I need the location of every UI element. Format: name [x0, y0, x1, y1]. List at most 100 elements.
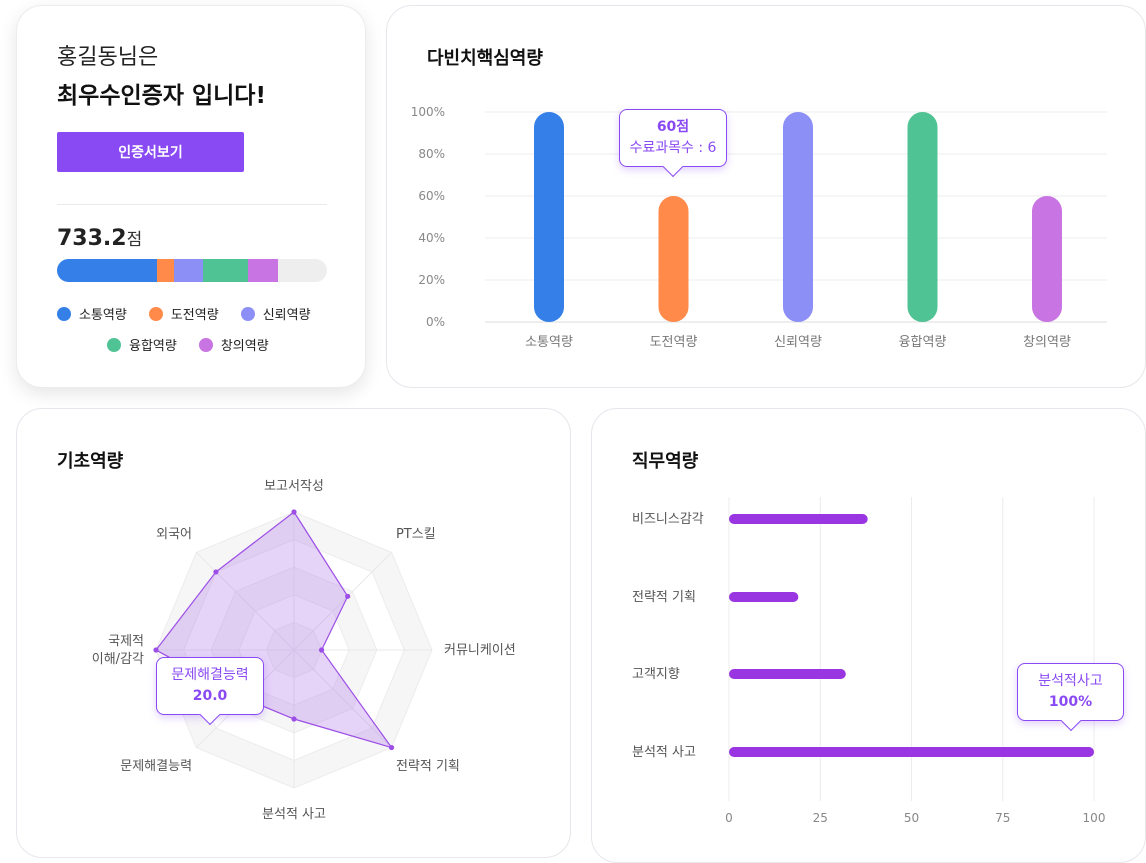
x-tick-label: 도전역량	[650, 335, 698, 350]
y-tick-label: 20%	[418, 273, 445, 287]
radar-axis-label: PT스킬	[396, 527, 436, 542]
legend-dot	[240, 306, 255, 321]
legend-dot	[198, 337, 213, 352]
bar-창의역량	[1032, 196, 1062, 322]
legend-label: 도전역량	[170, 308, 219, 323]
core-chart-tooltip: 60점 수료과목수 : 6	[619, 109, 727, 167]
divider	[57, 204, 327, 205]
x-tick-label: 소통역량	[525, 335, 573, 350]
tooltip-percent: 100%	[1048, 694, 1093, 710]
legend-row: 소통역량 도전역량 신뢰역량	[57, 304, 337, 323]
bar-도전역량	[658, 196, 689, 322]
radar-axis-label-line: 커뮤니케이션	[444, 643, 516, 658]
y-tick-label: 0%	[426, 315, 445, 329]
radar-axis-label: 문제해결능력	[120, 759, 192, 774]
x-tick-label: 100	[1083, 811, 1106, 825]
x-tick-label: 신뢰역량	[774, 335, 822, 350]
profile-card: 홍길동님은 최우수인증자 입니다! 인증서보기 733.2점 소통역량 도전역량 신…	[16, 5, 366, 388]
score-segment-0	[57, 259, 157, 282]
tooltip-score: 60점	[656, 119, 690, 135]
radar-point	[213, 569, 219, 575]
basic-competency-title: 기초역량	[57, 451, 124, 472]
legend-row: 융합역량 창의역량	[57, 335, 337, 354]
x-tick-label: 25	[813, 811, 828, 825]
radar-axis-label-line: 분석적 사고	[262, 807, 326, 822]
score-unit: 점	[126, 230, 143, 250]
bar-고객지향	[729, 669, 846, 679]
score-segment-4	[247, 259, 278, 282]
y-category-label: 고객지향	[632, 667, 680, 682]
radar-point	[291, 716, 297, 722]
radar-point	[153, 647, 159, 653]
job-competency-title: 직무역량	[632, 451, 699, 472]
radar-axis-label: 외국어	[156, 527, 192, 542]
legend-dot	[57, 306, 71, 321]
radar-axis-label-line: 보고서작성	[264, 479, 324, 494]
radar-point	[388, 744, 395, 751]
core-competency-card: 다빈치핵심역량 0% 20% 40% 60% 80% 100% 소통역량 도전역량 신뢰역량 융합…	[386, 5, 1146, 388]
score-segment-2	[173, 259, 203, 282]
bar-융합역량	[907, 112, 938, 322]
bar-소통역량	[534, 112, 564, 322]
score-segment-1	[156, 259, 174, 282]
radar-axis-label: 전략적 기획	[396, 759, 460, 774]
radar-axis-label-line: 외국어	[156, 527, 192, 542]
radar-axis	[293, 552, 392, 651]
tooltip-course-count: 수료과목수 : 6	[629, 140, 717, 156]
job-chart-tooltip: 분석적사고 100%	[1017, 663, 1124, 721]
bar-전략적 기획	[729, 592, 799, 602]
legend-item: 신뢰역량	[240, 304, 311, 323]
radar-axis-label-line: PT스킬	[396, 527, 436, 542]
legend-item: 소통역량	[57, 304, 127, 323]
legend-label: 창의역량	[220, 339, 269, 354]
y-tick-label: 40%	[418, 231, 445, 245]
radar-chart-tooltip: 문제해결능력 20.0	[156, 657, 264, 715]
tooltip-value: 20.0	[192, 688, 228, 704]
x-tick-label: 50	[904, 811, 919, 825]
radar-axis	[196, 552, 295, 651]
legend-label: 소통역량	[79, 308, 127, 323]
legend-label: 융합역량	[129, 339, 177, 354]
radar-axis-label: 보고서작성	[264, 479, 324, 494]
y-tick-label: 60%	[418, 189, 445, 203]
score-stacked-bar	[57, 259, 327, 282]
y-category-label: 전략적 기획	[632, 590, 696, 605]
y-tick-label: 80%	[418, 147, 445, 161]
radar-point	[291, 509, 297, 515]
legend-item: 도전역량	[148, 304, 219, 323]
greeting-text: 홍길동님은	[57, 45, 159, 70]
radar-point	[319, 647, 325, 653]
view-certificate-button[interactable]: 인증서보기	[57, 132, 244, 172]
legend-dot	[148, 306, 163, 321]
radar-axis-label-line: 국제적	[108, 634, 144, 649]
x-tick-label: 융합역량	[899, 335, 947, 350]
radar-axis-label-line: 전략적 기획	[396, 759, 460, 774]
tooltip-category: 분석적사고	[1038, 673, 1103, 689]
x-tick-label: 75	[995, 811, 1010, 825]
legend-label: 신뢰역량	[262, 308, 311, 323]
core-competency-title: 다빈치핵심역량	[427, 48, 543, 69]
score-value: 733.2	[57, 226, 127, 251]
total-score: 733.2점	[57, 225, 142, 251]
bar-비즈니스감각	[729, 514, 868, 524]
score-segment-3	[202, 259, 248, 282]
radar-axis-label-line: 문제해결능력	[120, 759, 192, 774]
radar-axis-label: 분석적 사고	[262, 807, 326, 822]
radar-axis	[293, 649, 392, 748]
y-category-label: 분석적 사고	[632, 745, 696, 760]
radar-point	[345, 593, 351, 599]
bar-신뢰역량	[783, 112, 813, 322]
x-tick-label: 창의역량	[1023, 335, 1071, 350]
x-tick-label: 0	[725, 811, 733, 825]
legend-item: 융합역량	[107, 335, 177, 354]
y-tick-label: 100%	[411, 105, 445, 119]
legend-dot	[107, 337, 121, 352]
bar-분석적 사고	[729, 747, 1094, 757]
y-category-label: 비즈니스감각	[632, 512, 704, 527]
certification-headline: 최우수인증자 입니다!	[57, 83, 266, 109]
